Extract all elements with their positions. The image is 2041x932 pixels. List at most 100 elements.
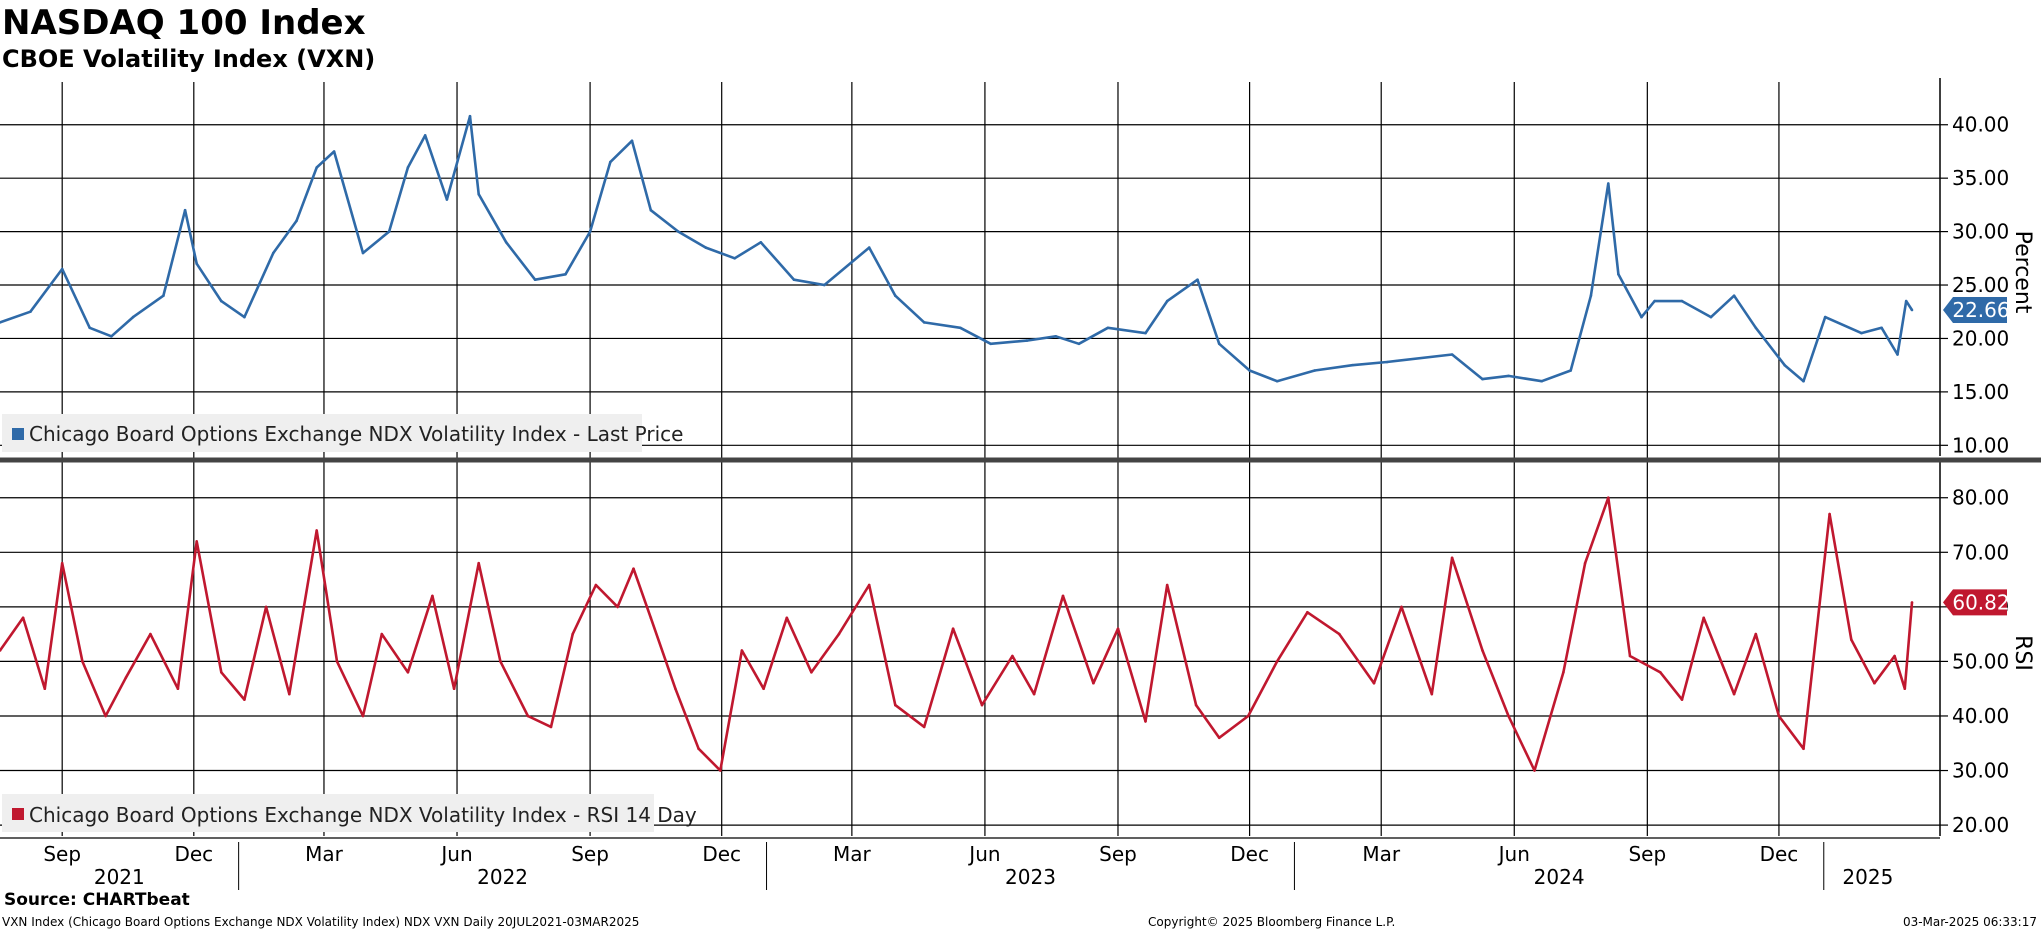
price-point (1106, 326, 1110, 330)
x-month-label: Jun (1497, 842, 1530, 866)
rsi-point (867, 583, 871, 587)
rsi-point (1828, 512, 1831, 516)
rsi-point (1702, 616, 1705, 620)
rsi-point (264, 605, 268, 609)
price-point (295, 219, 298, 223)
x-month-label: Jun (439, 842, 472, 866)
rsi-point (980, 703, 984, 707)
rsi-point (1659, 671, 1662, 674)
x-month-label: Mar (833, 842, 872, 866)
rsi-point (1217, 736, 1221, 740)
footer-description: VXN Index (Chicago Board Options Exchang… (2, 915, 640, 929)
price-point (1617, 273, 1620, 276)
price-point (361, 251, 365, 255)
rsi-point (1481, 649, 1484, 652)
price-point (1275, 379, 1279, 383)
price-point (445, 198, 449, 201)
rsi-point (1092, 681, 1095, 685)
rsi-point (1338, 632, 1341, 636)
x-month-label: Dec (1230, 842, 1269, 866)
rsi-point (1246, 714, 1250, 718)
price-legend-swatch (12, 428, 24, 440)
rsi-point (632, 567, 635, 570)
rsi-point (1507, 714, 1510, 718)
price-point (1196, 278, 1199, 282)
price-point (315, 166, 319, 169)
price-point (1904, 299, 1908, 303)
x-month-label: Sep (43, 842, 81, 866)
price-point (1385, 360, 1389, 364)
x-month-label: Mar (305, 842, 344, 866)
rsi-point (1873, 681, 1876, 685)
rsi-point (149, 632, 152, 636)
footer-copyright: Copyright© 2025 Bloomberg Finance L.P. (1148, 915, 1396, 929)
rsi-point (406, 671, 410, 674)
price-point (1217, 342, 1221, 346)
price-point (588, 230, 592, 233)
x-month-label: Dec (1760, 842, 1799, 866)
price-point (477, 192, 481, 196)
price-point (1754, 326, 1758, 330)
price-tick-label: 10.00 (1952, 433, 2009, 457)
x-month-label: Sep (571, 842, 609, 866)
price-point (220, 299, 223, 303)
price-point (332, 150, 336, 153)
rsi-point (452, 687, 456, 690)
rsi-point (1850, 638, 1853, 641)
rsi-point (288, 692, 291, 696)
price-point (272, 251, 275, 255)
rsi-point (243, 698, 246, 701)
price-point (1783, 363, 1786, 367)
rsi-point (335, 660, 339, 663)
rsi-point (1754, 632, 1758, 636)
rsi-point (0, 649, 2, 652)
rsi-point (810, 671, 813, 674)
rsi-point (1802, 747, 1805, 750)
rsi-point (1032, 692, 1036, 696)
price-point (922, 321, 926, 324)
price-point (162, 294, 165, 298)
rsi-point (195, 540, 198, 543)
page-subtitle: CBOE Volatility Index (VXN) (2, 45, 376, 73)
price-tick-label: 30.00 (1952, 220, 2009, 244)
price-point (29, 310, 32, 314)
price-tick-label: 40.00 (1952, 113, 2009, 137)
rsi-legend-text: Chicago Board Options Exchange NDX Volat… (29, 803, 697, 827)
page-title: NASDAQ 100 Index (2, 3, 366, 43)
rsi-point (1607, 496, 1610, 500)
price-point (1880, 326, 1883, 330)
price-point (1896, 353, 1899, 356)
price-axis-label: Percent (2010, 231, 2035, 314)
price-point (733, 257, 736, 260)
price-point (1640, 315, 1643, 319)
price-point (468, 114, 472, 118)
price-point (792, 278, 796, 282)
price-point (1709, 315, 1713, 319)
price-last-value-badge (1943, 297, 2007, 324)
price-point (564, 273, 567, 276)
x-year-label: 2021 (94, 865, 145, 889)
rsi-tick-label: 30.00 (1952, 759, 2009, 783)
rsi-tick-label: 40.00 (1952, 704, 2009, 728)
rsi-point (674, 687, 677, 690)
x-month-label: Sep (1628, 842, 1666, 866)
price-point (1313, 369, 1316, 372)
rsi-point (124, 676, 128, 680)
price-point (60, 267, 64, 271)
rsi-point (1732, 692, 1736, 696)
rsi-point (1562, 671, 1565, 674)
rsi-point (176, 687, 180, 690)
rsi-point (1306, 611, 1309, 614)
rsi-point (1450, 556, 1454, 560)
price-point (959, 326, 962, 330)
x-month-label: Dec (702, 842, 741, 866)
footer-timestamp: 03-Mar-2025 06:33:17 (1902, 915, 2037, 929)
rsi-point (1533, 769, 1536, 772)
rsi-point (616, 605, 619, 609)
rsi-series (0, 496, 1914, 772)
rsi-point (1011, 654, 1014, 658)
price-tick-label: 20.00 (1952, 326, 2009, 350)
price-point (989, 342, 992, 346)
price-point (1450, 353, 1454, 356)
price-point (1144, 331, 1147, 335)
